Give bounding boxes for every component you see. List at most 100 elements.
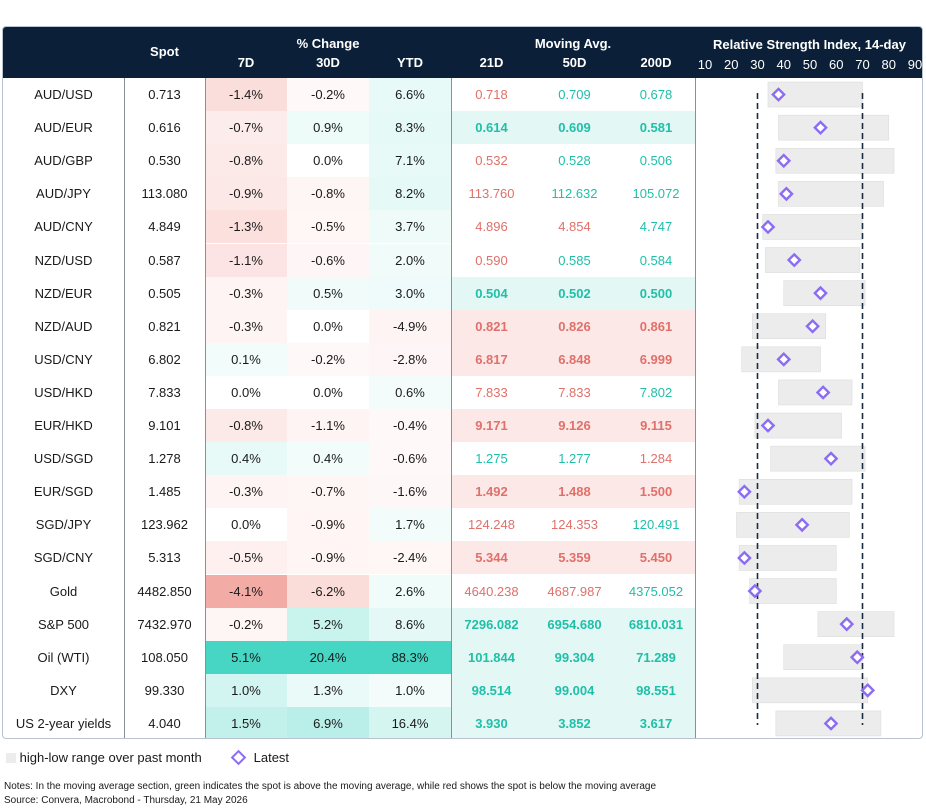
rsi-tick-label: 80 (881, 57, 896, 72)
change-ytd: 2.6% (369, 574, 451, 608)
change-ytd: 3.7% (369, 210, 451, 244)
change-7d: -0.3% (205, 475, 287, 509)
row-name: EUR/HKD (34, 418, 93, 433)
rsi-tick-label: 40 (776, 57, 791, 72)
change-30d: 0.4% (287, 442, 369, 476)
footnotes: Notes: In the moving average section, gr… (4, 780, 656, 808)
spot-value: 0.616 (148, 120, 181, 136)
row-name: SGD/CNY (33, 550, 94, 566)
table-header: Spot % Change 7D 30D YTD Moving Avg. 21D… (3, 27, 922, 78)
row-name: S&P 500 (37, 616, 90, 632)
ma-50d: 1.277 (532, 442, 617, 476)
header-ytd: YTD (397, 55, 423, 70)
ma-50d: 0.609 (532, 111, 617, 145)
change-7d: -0.3% (205, 309, 287, 343)
change-ytd: 0.6% (369, 375, 451, 409)
header-7d: 7D (237, 55, 255, 70)
change-30d: 6.9% (287, 706, 369, 738)
table-row: SGD/CNY 5.313 -0.5% -0.9% -2.4% 5.344 5.359 5.4… (3, 541, 695, 575)
table-row: S&P 500 7432.970 -0.2% 5.2% 8.6% 7296.082 6954… (3, 607, 695, 641)
ma-200d: 0.581 (617, 111, 695, 145)
rsi-range-bar (775, 147, 895, 174)
spot-value: 7432.970 (137, 616, 192, 632)
change-7d: -1.3% (205, 210, 287, 244)
table-row: Gold 4482.850 -4.1% -6.2% 2.6% 4640.238 4687.9… (3, 574, 695, 608)
change-ytd: -2.8% (369, 342, 451, 376)
row-name: AUD/GBP (34, 153, 93, 169)
spot-value: 0.505 (148, 285, 181, 301)
divider-spot-change (205, 78, 206, 738)
spot-value: 99.330 (144, 682, 185, 698)
rsi-latest-marker (813, 285, 828, 301)
notes-line: Notes: In the moving average section, gr… (4, 781, 657, 792)
rsi-range-bar (765, 247, 861, 273)
change-ytd: 6.6% (369, 78, 451, 111)
ma-200d: 6.999 (617, 342, 695, 376)
change-ytd: 16.4% (369, 706, 451, 738)
change-7d: -0.2% (205, 607, 287, 641)
table-row: US 2-year yields 4.040 1.5% 6.9% 16.4% 3.930 3… (3, 706, 695, 738)
divider-change-ma (451, 78, 452, 738)
ma-50d: 3.852 (532, 706, 617, 738)
change-ytd: 1.0% (369, 673, 451, 707)
change-30d: -0.6% (287, 243, 369, 277)
legend-latest-label: Latest (253, 750, 290, 765)
ma-50d: 7.833 (532, 375, 617, 409)
change-ytd: 7.1% (369, 144, 451, 178)
ma-200d: 98.551 (617, 673, 695, 707)
change-30d: -0.7% (287, 475, 369, 509)
change-7d: -0.8% (205, 409, 287, 442)
ma-200d: 1.500 (617, 475, 695, 509)
rsi-tick-label: 60 (829, 57, 844, 72)
change-30d: -0.2% (287, 78, 369, 111)
change-ytd: 8.2% (369, 177, 451, 211)
row-name: AUD/USD (34, 87, 93, 102)
spot-value: 1.485 (148, 484, 181, 500)
change-30d: -0.5% (287, 210, 369, 244)
rsi-tick-label: 30 (750, 57, 765, 72)
row-name: USD/CNY (34, 351, 93, 367)
table-row: Oil (WTI) 108.050 5.1% 20.4% 88.3% 101.844 99.… (3, 640, 695, 674)
rsi-range-bar (738, 545, 837, 571)
legend-range-swatch (6, 753, 16, 763)
ma-50d: 124.353 (532, 508, 617, 542)
row-name: AUD/CNY (34, 219, 93, 235)
rsi-latest-marker (860, 682, 876, 698)
change-30d: 0.0% (287, 309, 369, 343)
change-7d: 1.5% (205, 706, 287, 738)
ma-200d: 71.289 (617, 640, 695, 674)
row-name: NZD/USD (34, 252, 93, 268)
table-row: DXY 99.330 1.0% 1.3% 1.0% 98.514 99.004 98.551 (3, 673, 695, 707)
rsi-latest-marker (849, 649, 865, 665)
ma-50d: 99.004 (532, 673, 617, 707)
change-7d: 0.1% (205, 342, 287, 376)
row-name: DXY (50, 682, 77, 698)
spot-value: 4482.850 (137, 583, 192, 599)
change-30d: -1.1% (287, 409, 369, 442)
ma-50d: 0.502 (532, 276, 617, 310)
rsi-range-bar (817, 611, 895, 637)
ma-50d: 4.854 (532, 210, 617, 244)
change-7d: -0.8% (205, 144, 287, 178)
row-name: AUD/EUR (34, 120, 93, 136)
change-ytd: 8.6% (369, 607, 451, 641)
legend-range: high-low range over past month (6, 748, 202, 768)
ma-21d: 7296.082 (451, 607, 532, 641)
change-30d: -0.8% (287, 177, 369, 211)
rsi-latest-marker (794, 517, 810, 533)
header-rsi-title: Relative Strength Index, 14-day (713, 37, 906, 52)
ma-200d: 0.500 (617, 276, 695, 310)
header-30d: 30D (316, 55, 340, 70)
row-name: Oil (WTI) (37, 649, 90, 665)
legend-latest: Latest (229, 748, 289, 768)
change-30d: 5.2% (287, 607, 369, 641)
ma-21d: 124.248 (451, 508, 532, 542)
ma-200d: 4.747 (617, 210, 695, 244)
row-name: NZD/AUD (34, 318, 93, 334)
change-7d: -1.4% (205, 78, 287, 111)
ma-21d: 101.844 (451, 640, 532, 674)
rsi-latest-marker (737, 550, 752, 566)
row-name: EUR/SGD (33, 484, 94, 500)
ma-21d: 4640.238 (451, 574, 532, 608)
rsi-range-bar (762, 214, 863, 240)
